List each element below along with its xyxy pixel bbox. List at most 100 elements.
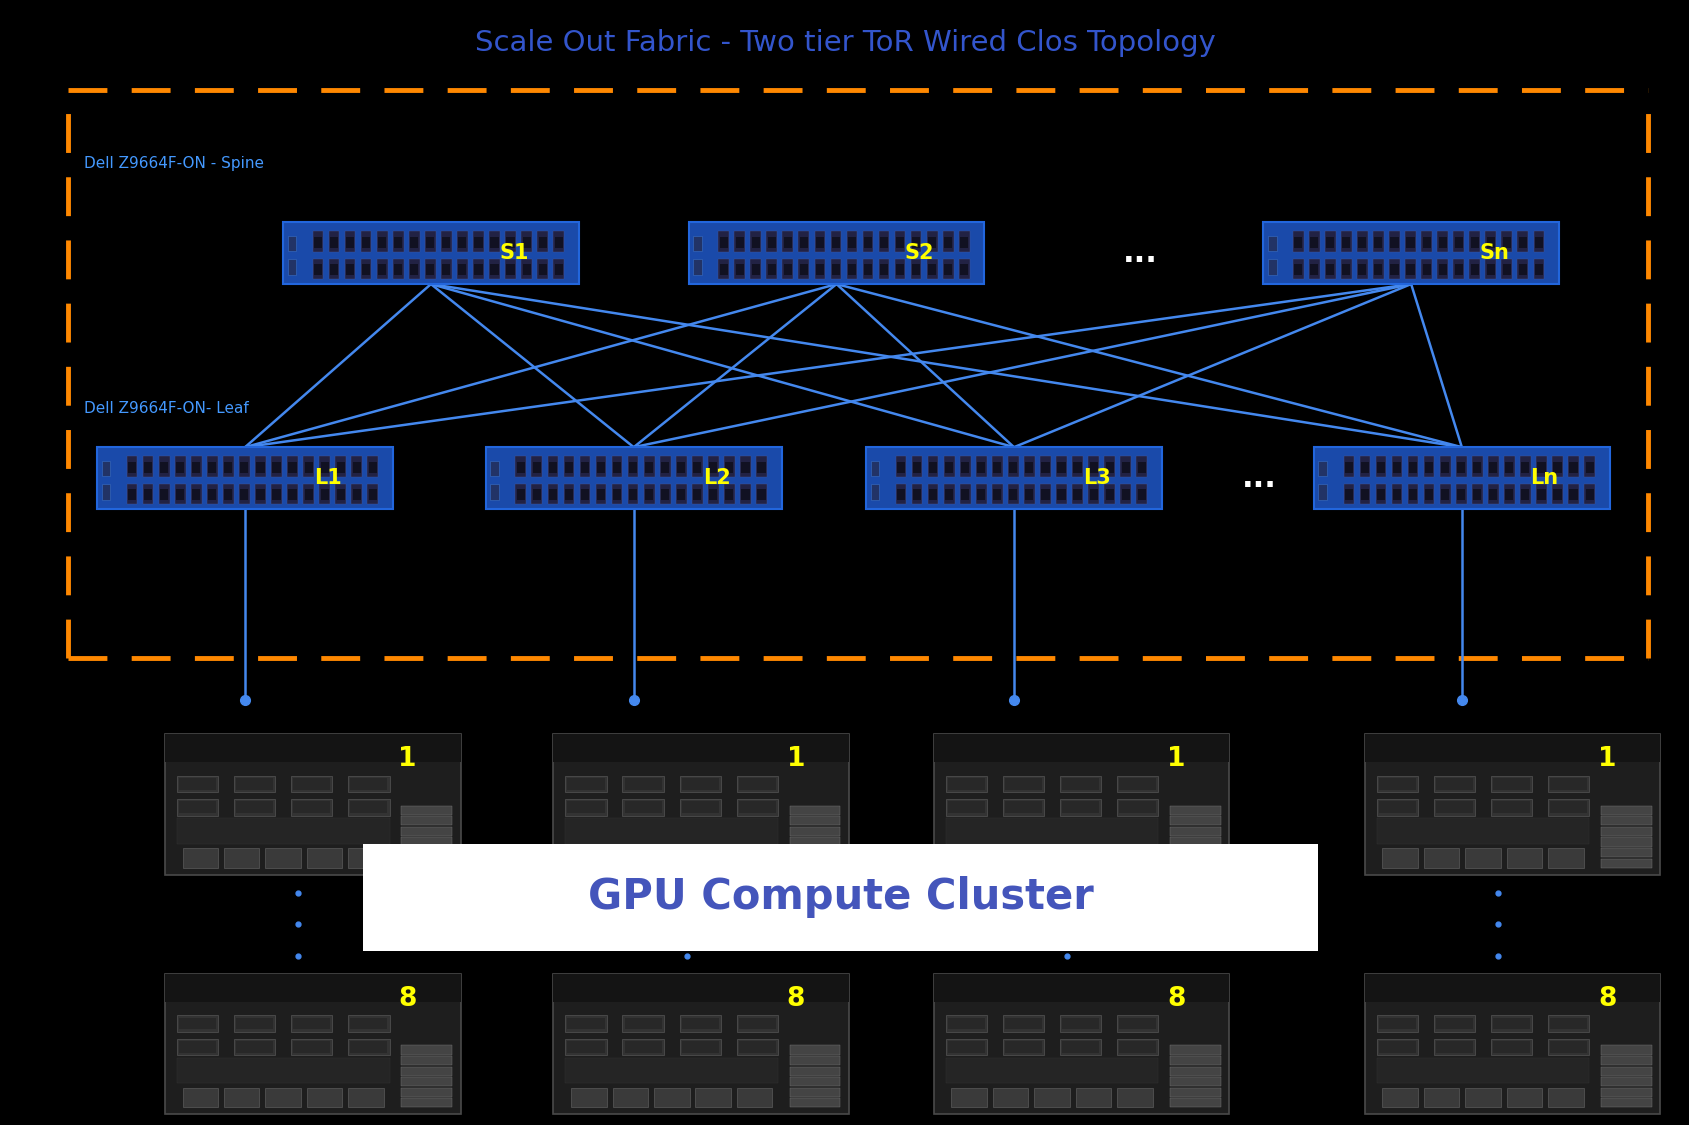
Bar xyxy=(679,775,721,792)
Bar xyxy=(927,457,937,477)
Bar xyxy=(1469,263,1478,274)
Bar xyxy=(975,484,986,504)
Bar xyxy=(1121,488,1128,500)
Bar xyxy=(1532,259,1544,279)
Bar xyxy=(681,1041,718,1053)
Bar xyxy=(345,232,355,252)
FancyBboxPatch shape xyxy=(166,734,459,875)
Bar xyxy=(1468,232,1480,252)
Bar xyxy=(958,232,969,252)
Bar xyxy=(696,1088,731,1107)
Bar xyxy=(233,1038,275,1055)
Bar xyxy=(736,1015,779,1032)
Bar xyxy=(1324,259,1334,279)
Bar xyxy=(895,236,904,248)
Bar xyxy=(1453,259,1463,279)
Bar xyxy=(738,801,775,813)
Bar xyxy=(959,457,969,477)
Bar xyxy=(1569,488,1576,500)
Bar xyxy=(1309,236,1317,248)
Bar xyxy=(944,236,951,248)
Bar xyxy=(765,259,777,279)
Bar xyxy=(1473,461,1481,472)
Bar xyxy=(402,1066,451,1076)
Bar xyxy=(240,461,248,472)
Bar xyxy=(1439,457,1449,477)
Bar xyxy=(961,461,969,472)
Bar xyxy=(1518,263,1525,274)
Bar xyxy=(644,457,654,477)
Bar xyxy=(426,263,434,274)
Bar xyxy=(236,778,274,790)
Bar xyxy=(870,461,878,476)
Bar xyxy=(893,232,905,252)
Bar xyxy=(179,801,216,813)
Bar xyxy=(1488,461,1496,472)
Bar xyxy=(1358,484,1370,504)
Bar xyxy=(517,461,525,472)
Bar xyxy=(304,461,312,472)
Bar xyxy=(1518,236,1525,248)
Bar xyxy=(723,484,735,504)
Bar xyxy=(350,801,387,813)
Text: 8: 8 xyxy=(1598,986,1615,1012)
Bar xyxy=(537,259,547,279)
Bar xyxy=(233,1015,275,1032)
Text: Dell Z9664F-ON - Spine: Dell Z9664F-ON - Spine xyxy=(84,155,265,171)
Bar xyxy=(1517,232,1527,252)
Bar xyxy=(1409,488,1417,500)
Bar xyxy=(552,259,564,279)
Bar xyxy=(1500,232,1512,252)
Bar xyxy=(790,827,839,836)
Bar xyxy=(257,461,265,472)
Bar xyxy=(547,484,557,504)
Bar xyxy=(708,484,718,504)
Bar xyxy=(1118,801,1155,813)
Bar xyxy=(942,484,954,504)
Bar xyxy=(402,806,451,814)
Bar xyxy=(740,457,750,477)
Bar xyxy=(1378,778,1415,790)
Bar xyxy=(799,263,807,274)
Bar xyxy=(1169,1077,1219,1087)
Bar xyxy=(1490,1038,1532,1055)
Bar xyxy=(681,801,718,813)
Bar xyxy=(1377,488,1385,500)
Bar xyxy=(174,457,186,477)
Bar xyxy=(1491,778,1529,790)
Bar xyxy=(829,259,841,279)
Bar xyxy=(870,484,878,500)
Bar xyxy=(127,457,137,477)
Bar xyxy=(1358,236,1366,248)
Bar xyxy=(443,263,451,274)
Text: 1: 1 xyxy=(1167,746,1184,773)
Bar xyxy=(378,263,387,274)
Bar xyxy=(1343,484,1353,504)
Bar xyxy=(402,827,451,836)
Bar xyxy=(948,778,985,790)
FancyBboxPatch shape xyxy=(1365,734,1659,875)
Bar xyxy=(142,457,154,477)
Bar xyxy=(225,488,233,500)
Bar xyxy=(554,263,562,274)
Bar xyxy=(1118,778,1155,790)
Bar xyxy=(679,1015,721,1032)
Bar xyxy=(1089,461,1098,472)
Bar xyxy=(757,461,765,472)
Bar xyxy=(927,484,937,504)
Bar xyxy=(1502,236,1510,248)
Bar xyxy=(270,484,282,504)
Bar xyxy=(926,232,937,252)
Bar xyxy=(1005,1041,1042,1053)
Bar xyxy=(790,858,839,867)
Bar xyxy=(944,488,953,500)
Bar xyxy=(1377,775,1417,792)
Bar xyxy=(321,488,329,500)
Bar xyxy=(360,259,372,279)
Bar xyxy=(424,259,436,279)
Bar xyxy=(1534,236,1542,248)
Bar xyxy=(934,973,1230,1001)
Bar xyxy=(292,801,329,813)
Bar xyxy=(367,457,378,477)
Bar xyxy=(177,1038,218,1055)
